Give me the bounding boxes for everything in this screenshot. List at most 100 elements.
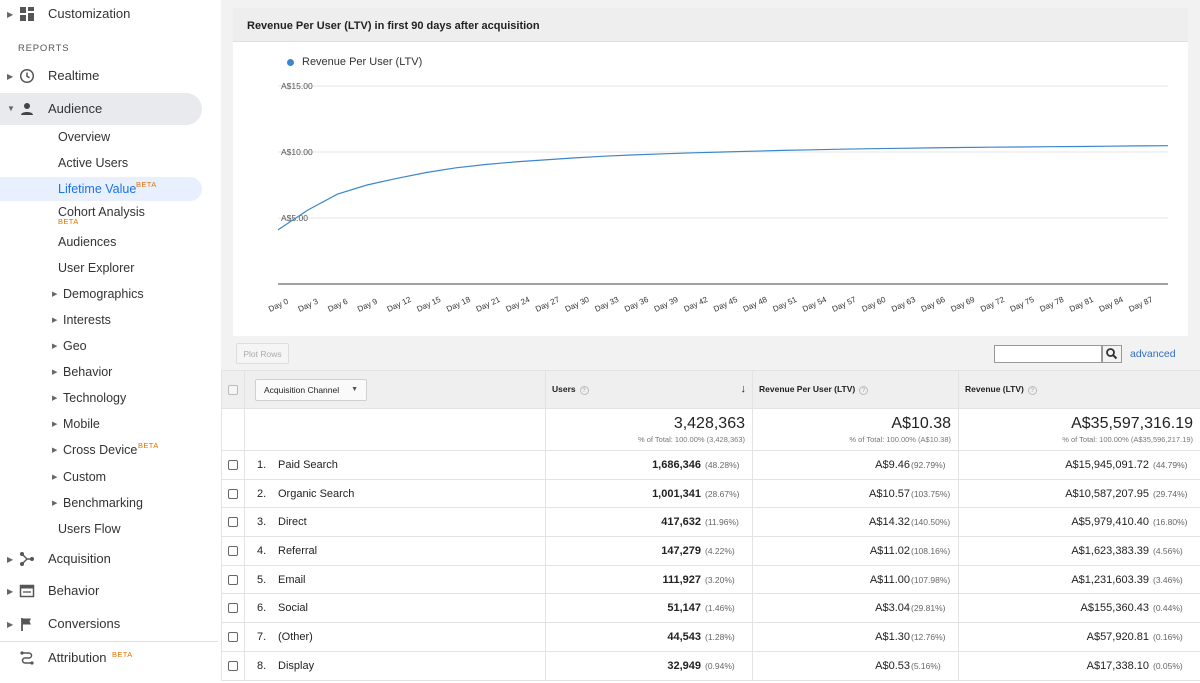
channel-link[interactable]: Social — [278, 602, 308, 615]
sidebar-subitem-users-flow[interactable]: Users Flow — [0, 517, 202, 541]
legend-swatch — [287, 58, 294, 66]
channel-link[interactable]: Email — [278, 573, 306, 586]
search-button[interactable] — [1102, 345, 1122, 363]
rpu-percent: (108.16%) — [911, 545, 951, 556]
row-checkbox-cell — [221, 450, 245, 480]
sidebar-subitem-audiences[interactable]: Audiences — [0, 230, 202, 254]
sidebar-item-acquisition[interactable]: ▶ Acquisition — [0, 545, 218, 573]
table-row: 3. Direct 417,632 (11.96%) A$14.32(140.50%) A… — [221, 507, 1200, 538]
sidebar-subitem-label: Audiences — [58, 235, 117, 249]
rpu-percent: (107.98%) — [911, 574, 951, 585]
sort-desc-icon[interactable]: ↓ — [740, 383, 747, 395]
users-cell: 417,632 (11.96%) — [545, 507, 753, 538]
revenue-cell: A$1,623,383.39 (4.56%) — [958, 536, 1200, 566]
sidebar-subitem-mobile[interactable]: ▶ Mobile — [0, 412, 202, 436]
sidebar-subitem-cross-device[interactable]: ▶ Cross Device BETA — [0, 438, 202, 462]
sidebar-subitem-benchmarking[interactable]: ▶ Benchmarking — [0, 491, 202, 515]
total-subtext: % of Total: 100.00% (3,428,363) — [637, 435, 745, 444]
rpu-cell: A$11.02(108.16%) — [752, 536, 959, 566]
row-checkbox[interactable] — [228, 517, 238, 528]
row-index: 6. — [257, 602, 267, 615]
x-tick-label: Day 3 — [297, 297, 320, 314]
help-icon[interactable]: ? — [859, 385, 869, 395]
caret-right-icon: ▶ — [52, 343, 58, 350]
rpu-cell: A$9.46(92.79%) — [752, 450, 959, 480]
sidebar-item-audience[interactable]: ▼ Audience — [0, 93, 202, 125]
x-tick-label: Day 81 — [1068, 295, 1095, 314]
sidebar-subitem-interests[interactable]: ▶ Interests — [0, 308, 202, 332]
sidebar-item-attribution[interactable]: Attribution BETA — [0, 644, 218, 672]
caret-right-icon: ▶ — [52, 395, 58, 402]
table-search-input[interactable] — [994, 345, 1102, 363]
x-tick-label: Day 69 — [949, 295, 976, 314]
sidebar-subitem-overview[interactable]: Overview — [0, 125, 202, 149]
sidebar-subitem-label: Mobile — [63, 417, 100, 431]
plot-rows-button[interactable]: Plot Rows — [236, 343, 289, 364]
row-checkbox[interactable] — [228, 546, 238, 556]
sidebar-subitem-label: Custom — [63, 470, 107, 484]
legend-label: Revenue Per User (LTV) — [302, 56, 423, 68]
sidebar-item-customization[interactable]: ▶ Customization — [0, 0, 218, 28]
table-row: 6. Social 51,147 (1.46%) A$3.04(29.81%) A$155… — [221, 593, 1200, 624]
channel-link[interactable]: (Other) — [278, 630, 313, 643]
revenue-percent: (0.16%) — [1153, 631, 1183, 642]
channel-link[interactable]: Organic Search — [278, 487, 355, 500]
x-tick-label: Day 12 — [386, 295, 413, 314]
row-checkbox[interactable] — [228, 574, 238, 585]
y-tick-label: A$5.00 — [281, 213, 308, 223]
person-icon — [21, 103, 33, 115]
users-percent: (1.28%) — [705, 631, 735, 642]
rpu-percent: (5.16%) — [911, 660, 941, 671]
users-percent: (11.96%) — [705, 517, 739, 528]
sidebar-item-label: Audience — [48, 101, 103, 116]
dimension-dropdown[interactable]: Acquisition Channel ▼ — [255, 378, 368, 401]
total-subtext: % of Total: 100.00% (A$10.38) — [849, 435, 951, 444]
help-icon[interactable]: ? — [1027, 385, 1037, 395]
sidebar-item-conversions[interactable]: ▶ Conversions — [0, 610, 218, 638]
revenue-cell: A$17,338.10 (0.05%) — [958, 650, 1200, 681]
advanced-filter-link[interactable]: advanced — [1130, 348, 1176, 360]
x-tick-label: Day 63 — [890, 295, 917, 314]
rpu-value: A$1.30 — [875, 630, 910, 643]
sidebar-subitem-active-users[interactable]: Active Users — [0, 151, 202, 175]
chart-header: Revenue Per User (LTV) in first 90 days … — [233, 8, 1188, 42]
sidebar-subitem-lifetime-value[interactable]: Lifetime Value BETA — [0, 177, 202, 201]
caret-right-icon: ▶ — [52, 291, 58, 298]
row-checkbox[interactable] — [228, 603, 238, 614]
sidebar-subitem-cohort-analysis[interactable]: Cohort Analysis BETA — [0, 202, 202, 228]
sidebar-subitem-user-explorer[interactable]: User Explorer — [0, 256, 202, 280]
revenue-header[interactable]: Revenue (LTV)? — [958, 370, 1200, 409]
totals-spacer — [221, 408, 245, 451]
revenue-percent: (4.56%) — [1153, 545, 1183, 556]
x-tick-label: Day 15 — [415, 295, 442, 314]
sidebar-subitem-demographics[interactable]: ▶ Demographics — [0, 282, 202, 306]
sidebar-item-label: Conversions — [48, 616, 121, 631]
channel-link[interactable]: Direct — [278, 516, 307, 529]
channel-link[interactable]: Referral — [278, 544, 318, 557]
row-checkbox[interactable] — [228, 660, 238, 671]
sidebar-subitem-label: Lifetime Value — [58, 182, 137, 196]
help-icon[interactable]: ? — [579, 385, 589, 395]
select-all-checkbox[interactable] — [228, 384, 238, 395]
channel-link[interactable]: Paid Search — [278, 458, 338, 471]
y-tick-label: A$10.00 — [281, 147, 313, 157]
users-header[interactable]: Users? ↓ — [545, 370, 753, 409]
revenue-value: A$1,623,383.39 — [1071, 544, 1149, 557]
report-table-section: Plot Rows advanced Acquisition Channel ▼ … — [221, 340, 1200, 683]
sidebar-subitem-behavior[interactable]: ▶ Behavior — [0, 360, 202, 384]
totals-spacer — [244, 408, 546, 451]
rpu-percent: (12.76%) — [911, 631, 946, 642]
rpu-header[interactable]: Revenue Per User (LTV)? — [752, 370, 959, 409]
x-tick-label: Day 87 — [1127, 295, 1154, 314]
sidebar-subitem-label: Cohort Analysis — [58, 205, 145, 219]
revenue-total: A$35,597,316.19 % of Total: 100.00% (A$35… — [958, 408, 1200, 451]
sidebar-subitem-technology[interactable]: ▶ Technology — [0, 386, 202, 410]
sidebar-subitem-custom[interactable]: ▶ Custom — [0, 465, 202, 489]
sidebar-item-behavior[interactable]: ▶ Behavior — [0, 577, 218, 605]
row-checkbox[interactable] — [228, 632, 238, 643]
channel-link[interactable]: Display — [278, 659, 315, 672]
sidebar-item-realtime[interactable]: ▶ Realtime — [0, 62, 218, 90]
row-checkbox[interactable] — [228, 459, 238, 470]
row-checkbox[interactable] — [228, 488, 238, 499]
sidebar-subitem-geo[interactable]: ▶ Geo — [0, 334, 202, 358]
